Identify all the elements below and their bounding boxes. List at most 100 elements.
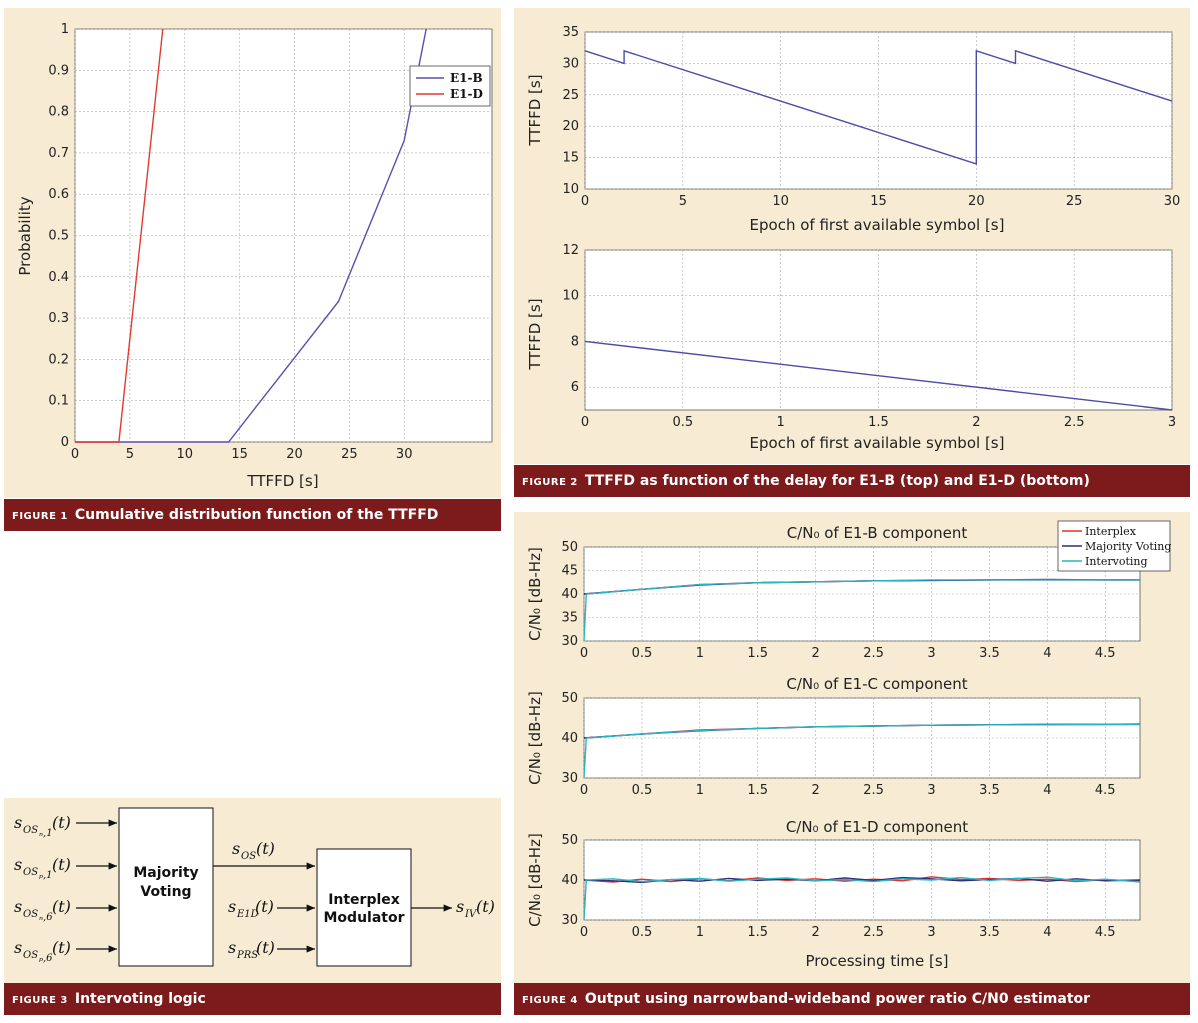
svg-text:OS: OS xyxy=(241,851,256,862)
svg-text:OS: OS xyxy=(23,950,38,961)
figure1-caption: FIGURE 1 Cumulative distribution function… xyxy=(4,499,501,531)
fig2-top-y-tick-label: 35 xyxy=(562,25,579,40)
fig2-bottom-x-tick-label: 1.5 xyxy=(868,415,889,430)
svg-text:(t): (t) xyxy=(52,855,71,874)
fig1-series-e1-d xyxy=(75,28,164,443)
fig4-e1c-x-tick-label: 3 xyxy=(927,783,935,798)
fig4-x-axis-label: Processing time [s] xyxy=(805,952,948,970)
fig4-e1d-x-tick-label: 0 xyxy=(580,925,588,940)
figure3-diagram: Majority Voting Interplex Modulator s OS… xyxy=(14,807,495,967)
svg-text:OS: OS xyxy=(23,867,38,878)
fig4-e1d-y-tick-label: 40 xyxy=(561,873,578,888)
fig2-top-x-tick-label: 0 xyxy=(581,194,589,209)
fig4-e1c-x-tick-label: 1.5 xyxy=(747,783,768,798)
figure2-caption: FIGURE 2 TTFFD as function of the delay f… xyxy=(514,465,1190,497)
fig4-e1b-y-tick-label: 35 xyxy=(561,611,578,626)
fig4-e1d-y-axis-label: C/N₀ [dB-Hz] xyxy=(526,833,544,927)
svg-text:s: s xyxy=(232,839,240,858)
fig1-x-tick-label: 25 xyxy=(341,447,358,462)
fig1-y-tick-label: 0.8 xyxy=(48,105,69,120)
fig1-y-tick-label: 0.1 xyxy=(48,394,69,409)
fig2-top-y-tick-label: 30 xyxy=(562,56,579,71)
fig1-x-tick-label: 5 xyxy=(126,447,134,462)
fig1-legend-label: E1-D xyxy=(450,87,483,101)
fig1-x-tick-label: 10 xyxy=(176,447,193,462)
interplex-modulator-label-2: Modulator xyxy=(324,910,405,926)
fig2-bottom-x-tick-label: 1 xyxy=(777,415,785,430)
fig4-e1c-y-axis-label: C/N₀ [dB-Hz] xyxy=(526,691,544,785)
figure4-panel: 0 0.5 1 1.5 2 2.5 3 3.5 4 4.5 30 35 40 45 50 C/N₀ of E1… xyxy=(514,512,1190,984)
fig4-e1b-x-tick-label: 0 xyxy=(580,646,588,661)
fig4-e1c-x-tick-label: 1 xyxy=(696,783,704,798)
signal-os: s OS (t) xyxy=(232,839,275,862)
fig4-e1d-x-tick-label: 1.5 xyxy=(747,925,768,940)
fig4-e1c-y-tick-label: 40 xyxy=(561,731,578,746)
fig4-e1b-x-tick-label: 3.5 xyxy=(979,646,1000,661)
fig2-bottom-x-axis-label: Epoch of first available symbol [s] xyxy=(750,434,1005,452)
figure4-caption-text: Output using narrowband-wideband power r… xyxy=(584,991,1091,1007)
fig2-bottom-y-tick-label: 10 xyxy=(562,289,579,304)
fig1-y-tick-label: 0.4 xyxy=(48,270,69,285)
fig1-y-tick-label: 0.3 xyxy=(48,311,69,326)
fig4-e1d-x-tick-label: 2.5 xyxy=(863,925,884,940)
interplex-modulator-label-1: Interplex xyxy=(328,892,400,908)
svg-text:s: s xyxy=(228,897,236,916)
svg-text:s: s xyxy=(228,938,236,957)
fig1-legend: E1-B E1-D xyxy=(409,65,491,107)
fig4-e1b-x-tick-label: 3 xyxy=(927,646,935,661)
signal-input3: s OS ₙ,6 (t) xyxy=(14,897,71,923)
fig2-bottom-x-tick-label: 0.5 xyxy=(672,415,693,430)
fig2-top-y-tick-label: 10 xyxy=(562,182,579,197)
fig4-e1c-x-tick-label: 2 xyxy=(812,783,820,798)
fig4-e1c-x-tick-label: 0.5 xyxy=(632,783,653,798)
svg-text:s: s xyxy=(14,938,22,957)
fig4-e1c-x-tick-label: 4 xyxy=(1043,783,1051,798)
svg-text:ₚ,6: ₚ,6 xyxy=(39,953,53,964)
fig4-e1b-x-tick-label: 4 xyxy=(1043,646,1051,661)
fig1-y-tick-label: 0.2 xyxy=(48,352,69,367)
svg-text:(t): (t) xyxy=(52,938,71,957)
figure3-caption: FIGURE 3 Intervoting logic xyxy=(4,983,501,1015)
svg-text:ₚ,1: ₚ,1 xyxy=(39,870,53,881)
majority-voting-label-2: Voting xyxy=(140,884,191,900)
figure1-chart: 0 5 10 15 20 25 30 0 0.1 0.2 0.3 0.4 0.5 0.6 0.7 0.8 0.9… xyxy=(16,22,493,490)
fig2-top-y-tick-label: 20 xyxy=(562,119,579,134)
fig4-e1b-y-tick-label: 30 xyxy=(561,634,578,649)
fig4-e1b-x-tick-label: 1 xyxy=(696,646,704,661)
svg-text:(t): (t) xyxy=(256,938,275,957)
svg-text:PRS: PRS xyxy=(236,950,258,961)
fig1-y-axis-label: Probability xyxy=(16,196,34,275)
fig4-e1b-x-tick-label: 0.5 xyxy=(632,646,653,661)
svg-text:OS: OS xyxy=(23,909,38,920)
fig4-e1d-y-tick-label: 30 xyxy=(561,913,578,928)
signal-input1: s OS ₙ,1 (t) xyxy=(14,813,71,839)
fig4-e1b-x-tick-label: 4.5 xyxy=(1095,646,1116,661)
fig4-e1b-x-tick-label: 2.5 xyxy=(863,646,884,661)
fig4-e1c-x-tick-label: 0 xyxy=(580,783,588,798)
fig1-y-tick-label: 0.9 xyxy=(48,63,69,78)
svg-text:s: s xyxy=(456,897,464,916)
fig4-e1d-x-tick-label: 0.5 xyxy=(632,925,653,940)
fig2-top-x-tick-label: 10 xyxy=(772,194,789,209)
fig4-e1d-series-intervoting xyxy=(583,876,1141,921)
fig4-e1b-y-tick-label: 50 xyxy=(561,540,578,555)
fig2-top-x-tick-label: 20 xyxy=(968,194,985,209)
fig2-top-x-axis-label: Epoch of first available symbol [s] xyxy=(750,216,1005,234)
figure4-caption-number: FIGURE 4 xyxy=(522,995,578,1006)
fig1-y-tick-label: 1 xyxy=(61,22,69,37)
fig4-legend-label: Interplex xyxy=(1085,525,1137,538)
fig2-top-plot-area xyxy=(584,31,1173,190)
fig2-bottom-y-tick-label: 12 xyxy=(562,243,579,258)
fig1-y-tick-label: 0.7 xyxy=(48,146,69,161)
fig2-bottom-y-tick-label: 6 xyxy=(571,380,579,395)
svg-text:ₙ,6: ₙ,6 xyxy=(39,912,53,923)
figure4-caption: FIGURE 4 Output using narrowband-wideband… xyxy=(514,983,1190,1015)
fig4-e1b-y-axis-label: C/N₀ [dB-Hz] xyxy=(526,547,544,641)
fig4-e1c-x-tick-label: 4.5 xyxy=(1095,783,1116,798)
fig1-x-tick-label: 20 xyxy=(286,447,303,462)
majority-voting-block xyxy=(118,807,214,967)
svg-text:IV: IV xyxy=(464,909,478,920)
svg-text:s: s xyxy=(14,855,22,874)
signal-input2: s OS ₚ,1 (t) xyxy=(14,855,71,881)
